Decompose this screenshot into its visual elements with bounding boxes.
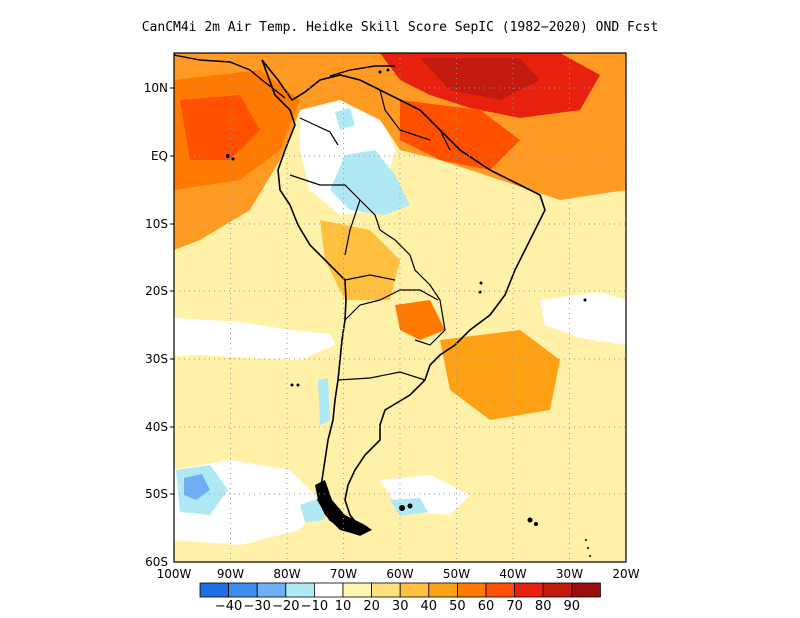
latitude-ticks — [170, 87, 174, 495]
colorbar-label: 20 — [363, 599, 380, 614]
lat-label: 40S — [145, 420, 168, 434]
lon-label: 50W — [443, 567, 470, 581]
colorbar-label: 40 — [421, 599, 438, 614]
pacific-warm-core — [180, 95, 260, 160]
colorbar-swatch — [285, 582, 315, 598]
lat-label: 20S — [145, 284, 168, 298]
southern-pacific-white-region — [174, 318, 335, 360]
colorbar-swatch — [571, 582, 601, 598]
central-andes-warm — [320, 220, 400, 300]
lat-label: 30S — [145, 352, 168, 366]
colorbar: −40 −30 −20 −10 10 20 30 40 50 60 70 80 90 — [199, 582, 601, 614]
lon-label: 80W — [273, 567, 300, 581]
colorbar-swatch — [313, 582, 344, 598]
colorbar-swatch — [256, 582, 287, 598]
paraguay-warm — [395, 300, 445, 340]
colorbar-label: 70 — [506, 599, 523, 614]
colorbar-label: −10 — [301, 599, 328, 614]
lon-label: 100W — [157, 567, 192, 581]
central-america-coastline — [174, 54, 395, 99]
lat-label: EQ — [151, 149, 168, 163]
colorbar-label: 50 — [449, 599, 466, 614]
colorbar-swatch — [371, 582, 401, 598]
colorbar-swatch — [542, 582, 573, 598]
colombia-cool-patch — [335, 108, 355, 130]
map-gridlines — [174, 53, 626, 562]
lon-label: 30W — [556, 567, 583, 581]
colorbar-label: −40 — [215, 599, 242, 614]
colorbar-swatch — [514, 582, 544, 598]
south-america-coastline — [261, 59, 546, 536]
southern-ocean-deep-cool — [184, 474, 210, 500]
colorbar-swatch — [199, 582, 230, 598]
chile-cool-patch — [300, 498, 325, 522]
colorbar-swatch — [428, 582, 458, 598]
andes-cool-strip — [318, 378, 330, 425]
colorbar-label: −20 — [272, 599, 299, 614]
colorbar-swatch — [228, 582, 258, 598]
colorbar-label: 60 — [478, 599, 495, 614]
map-plot-area — [174, 53, 626, 562]
lon-label: 60W — [386, 567, 413, 581]
colorbar-swatch — [456, 582, 487, 598]
lat-label: 60S — [145, 555, 168, 569]
south-atlantic-white-region — [540, 292, 626, 345]
latitude-labels: 10N EQ 10S 20S 30S 40S 50S 60S — [144, 81, 168, 569]
country-borders — [289, 89, 451, 381]
longitude-labels: 100W 90W 80W 70W 60W 50W 40W 30W 20W — [157, 567, 640, 581]
map-frame — [173, 52, 627, 563]
lat-label: 50S — [145, 487, 168, 501]
colorbar-label: 80 — [535, 599, 552, 614]
map-title: CanCM4i 2m Air Temp. Heidke Skill Score … — [141, 20, 659, 35]
lat-label: 10N — [144, 81, 168, 95]
lon-label: 40W — [499, 567, 526, 581]
colorbar-label: 90 — [564, 599, 581, 614]
lon-label: 90W — [217, 567, 244, 581]
colorbar-label: 30 — [392, 599, 409, 614]
colorbar-label: −30 — [243, 599, 270, 614]
colorbar-swatch — [399, 582, 430, 598]
colorbar-swatch — [485, 582, 516, 598]
guiana-warm — [400, 100, 520, 170]
brazil-south-warm — [440, 330, 560, 420]
lat-label: 10S — [145, 217, 168, 231]
lon-label: 20W — [612, 567, 639, 581]
lon-label: 70W — [330, 567, 357, 581]
caribbean-core — [420, 58, 540, 100]
colorbar-swatch — [342, 582, 373, 598]
colorbar-label: 10 — [335, 599, 352, 614]
amazon-cool-patch — [330, 150, 410, 215]
